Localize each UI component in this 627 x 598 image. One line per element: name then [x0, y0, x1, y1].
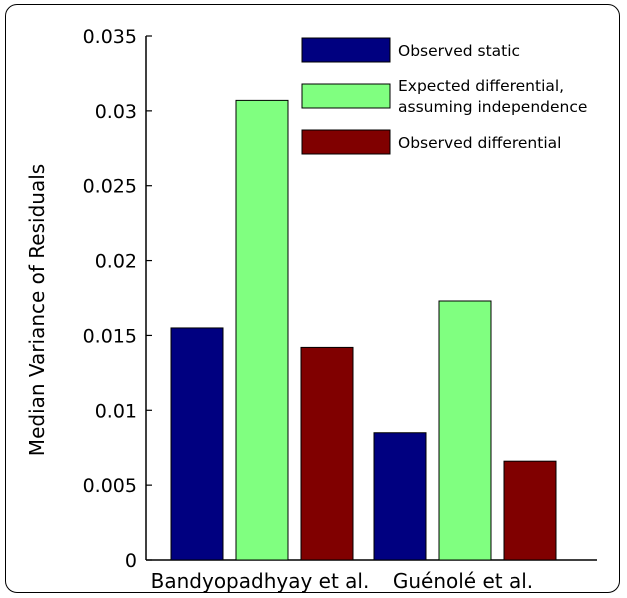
legend-swatch-2 — [301, 83, 391, 109]
y-tick-label: 0.01 — [95, 400, 137, 422]
chart-frame — [5, 4, 620, 593]
legend-label: Expected differential, — [398, 77, 564, 95]
legend-swatch-3 — [301, 129, 391, 155]
legend: Observed static Expected differential, ass… — [301, 37, 587, 155]
bar-1-2 — [235, 99, 289, 561]
y-axis-label: Median Variance of Residuals — [25, 164, 49, 456]
bar-1-1 — [170, 327, 224, 561]
bar-1-3 — [300, 346, 354, 561]
y-tick-label: 0.015 — [83, 325, 137, 347]
y-tick-label: 0.025 — [83, 176, 137, 198]
legend-label: Observed static — [398, 42, 520, 60]
x-tick-label: Bandyopadhyay et al. — [151, 569, 370, 593]
legend-label: Observed differential — [398, 134, 561, 152]
bar-2-3 — [503, 460, 557, 561]
legend-swatch-1 — [301, 37, 391, 63]
legend-label: assuming independence — [398, 98, 587, 116]
bar-2-2 — [438, 300, 492, 561]
y-tick-label: 0.035 — [83, 26, 137, 48]
bar-2-1 — [373, 432, 427, 561]
y-tick-label: 0.03 — [95, 101, 137, 123]
y-tick-label: 0 — [125, 550, 137, 572]
y-tick-label: 0.02 — [95, 251, 137, 273]
y-tick-label: 0.005 — [83, 475, 137, 497]
x-tick-label: Guénolé et al. — [393, 569, 533, 593]
